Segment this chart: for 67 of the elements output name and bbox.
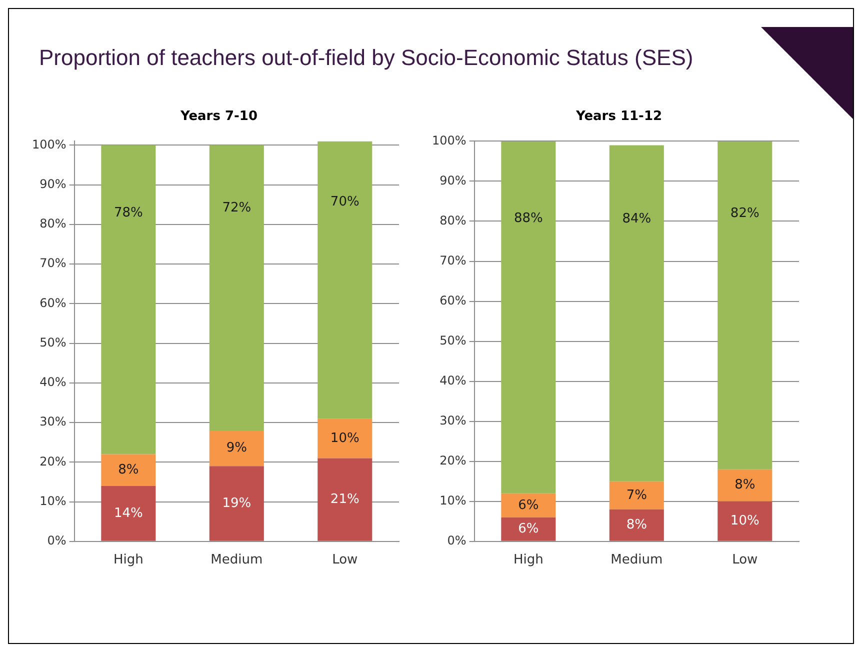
y-tick-label: 20% — [40, 454, 66, 468]
y-tick-label: 10% — [440, 494, 466, 508]
y-tick-label: 0% — [47, 534, 66, 548]
data-label: 6% — [518, 522, 539, 537]
y-tick-label: 0% — [447, 534, 466, 548]
y-tick-label: 100% — [32, 137, 66, 152]
bar — [318, 458, 372, 541]
data-label: 6% — [518, 498, 539, 513]
bar — [718, 469, 772, 502]
bar — [718, 141, 772, 470]
data-label: 7% — [626, 488, 647, 503]
data-label: 9% — [226, 440, 247, 456]
bar — [209, 466, 264, 541]
bar — [101, 486, 156, 541]
x-tick-label: Medium — [610, 552, 663, 568]
y-tick-label: 60% — [440, 293, 466, 308]
y-tick-label: 70% — [440, 253, 466, 268]
y-tick-label: 70% — [40, 256, 66, 270]
data-label: 14% — [114, 506, 143, 521]
x-tick-label: Low — [332, 552, 358, 568]
y-tick-label: 40% — [40, 375, 66, 390]
bar — [718, 501, 772, 541]
y-tick-label: 50% — [440, 333, 466, 348]
bar — [101, 454, 156, 486]
y-tick-label: 100% — [432, 133, 466, 148]
data-label: 10% — [730, 514, 760, 529]
y-tick-label: 30% — [440, 413, 466, 428]
chart-subtitle: Years 7-10 — [179, 109, 259, 126]
data-label: 19% — [222, 496, 252, 511]
bar — [609, 481, 664, 510]
x-tick-label: Low — [732, 552, 758, 568]
y-tick-label: 50% — [40, 335, 66, 350]
bar — [318, 141, 372, 419]
bar — [209, 430, 264, 466]
data-label: 8% — [626, 518, 647, 533]
data-label: 70% — [330, 194, 360, 210]
y-tick-label: 30% — [40, 414, 66, 429]
y-tick-label: 90% — [40, 176, 66, 191]
data-label: 8% — [734, 478, 756, 493]
data-label: 72% — [222, 200, 252, 216]
y-tick-label: 80% — [440, 213, 466, 228]
y-tick-label: 80% — [40, 216, 66, 231]
data-label: 21% — [330, 492, 360, 507]
chart-title: Proportion of teachers out-of-field by Socio-Economic Status (SES) — [39, 45, 694, 71]
y-tick-label: 20% — [440, 453, 466, 468]
chart-title: Years 11-12 — [574, 109, 664, 126]
bar — [318, 418, 372, 458]
bar — [501, 493, 556, 518]
x-tick-label: Medium — [210, 552, 263, 568]
y-tick-label: 90% — [440, 173, 466, 188]
data-label: 88% — [514, 211, 543, 226]
bar — [209, 145, 264, 430]
x-tick-label: High — [513, 552, 544, 568]
data-label: 78% — [114, 206, 143, 221]
data-label: 84% — [622, 212, 652, 227]
x-tick-label: High — [113, 552, 144, 568]
bar — [501, 517, 556, 541]
bar — [501, 141, 556, 494]
y-tick-label: 10% — [40, 494, 66, 508]
data-label: 8% — [118, 462, 139, 478]
y-tick-label: 40% — [440, 373, 466, 388]
data-label: 10% — [330, 430, 360, 446]
data-label: 82% — [730, 206, 760, 221]
bar — [101, 145, 156, 454]
bar — [609, 145, 664, 482]
y-tick-label: 60% — [40, 296, 66, 310]
bar — [609, 509, 664, 541]
